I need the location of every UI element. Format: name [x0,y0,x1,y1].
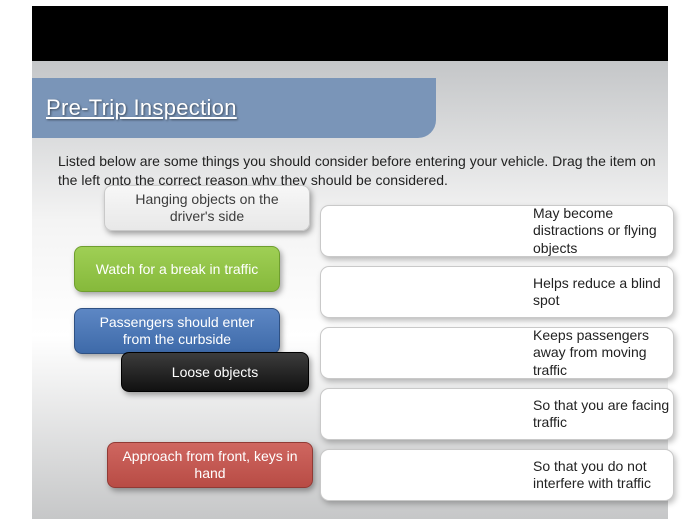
drag-item-label: Loose objects [172,364,258,381]
drop-slot[interactable]: So that you are facing traffic [320,388,674,440]
drag-item-label: Passengers should enter from the curbsid… [85,314,269,348]
drop-slot[interactable]: May become distractions or flying object… [320,205,674,257]
slot-reason: Keeps passengers away from moving traffi… [533,327,673,380]
drag-item-hanging-objects[interactable]: Hanging objects on the driver's side [104,185,310,231]
slot-reason: So that you are facing traffic [533,397,673,432]
slot-reason: So that you do not interfere with traffi… [533,458,673,493]
page-title: Pre-Trip Inspection [46,95,237,121]
drag-item-passengers-curbside[interactable]: Passengers should enter from the curbsid… [74,308,280,354]
drag-item-label: Watch for a break in traffic [96,261,259,278]
drag-item-watch-break[interactable]: Watch for a break in traffic [74,246,280,292]
stage: Pre-Trip Inspection Listed below are som… [0,0,700,519]
drag-item-approach-front[interactable]: Approach from front, keys in hand [107,442,313,488]
drag-item-loose-objects[interactable]: Loose objects [121,352,309,392]
drop-slot[interactable]: Keeps passengers away from moving traffi… [320,327,674,379]
drop-slot[interactable]: Helps reduce a blind spot [320,266,674,318]
drag-item-label: Approach from front, keys in hand [118,448,302,482]
top-black-bar [32,6,668,61]
drag-item-label: Hanging objects on the driver's side [115,191,299,225]
drop-slot[interactable]: So that you do not interfere with traffi… [320,449,674,501]
title-tab: Pre-Trip Inspection [32,78,436,138]
slot-reason: Helps reduce a blind spot [533,275,673,310]
slot-reason: May become distractions or flying object… [533,205,673,258]
